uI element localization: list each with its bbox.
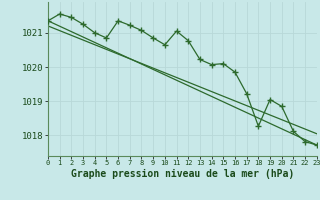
X-axis label: Graphe pression niveau de la mer (hPa): Graphe pression niveau de la mer (hPa): [71, 169, 294, 179]
